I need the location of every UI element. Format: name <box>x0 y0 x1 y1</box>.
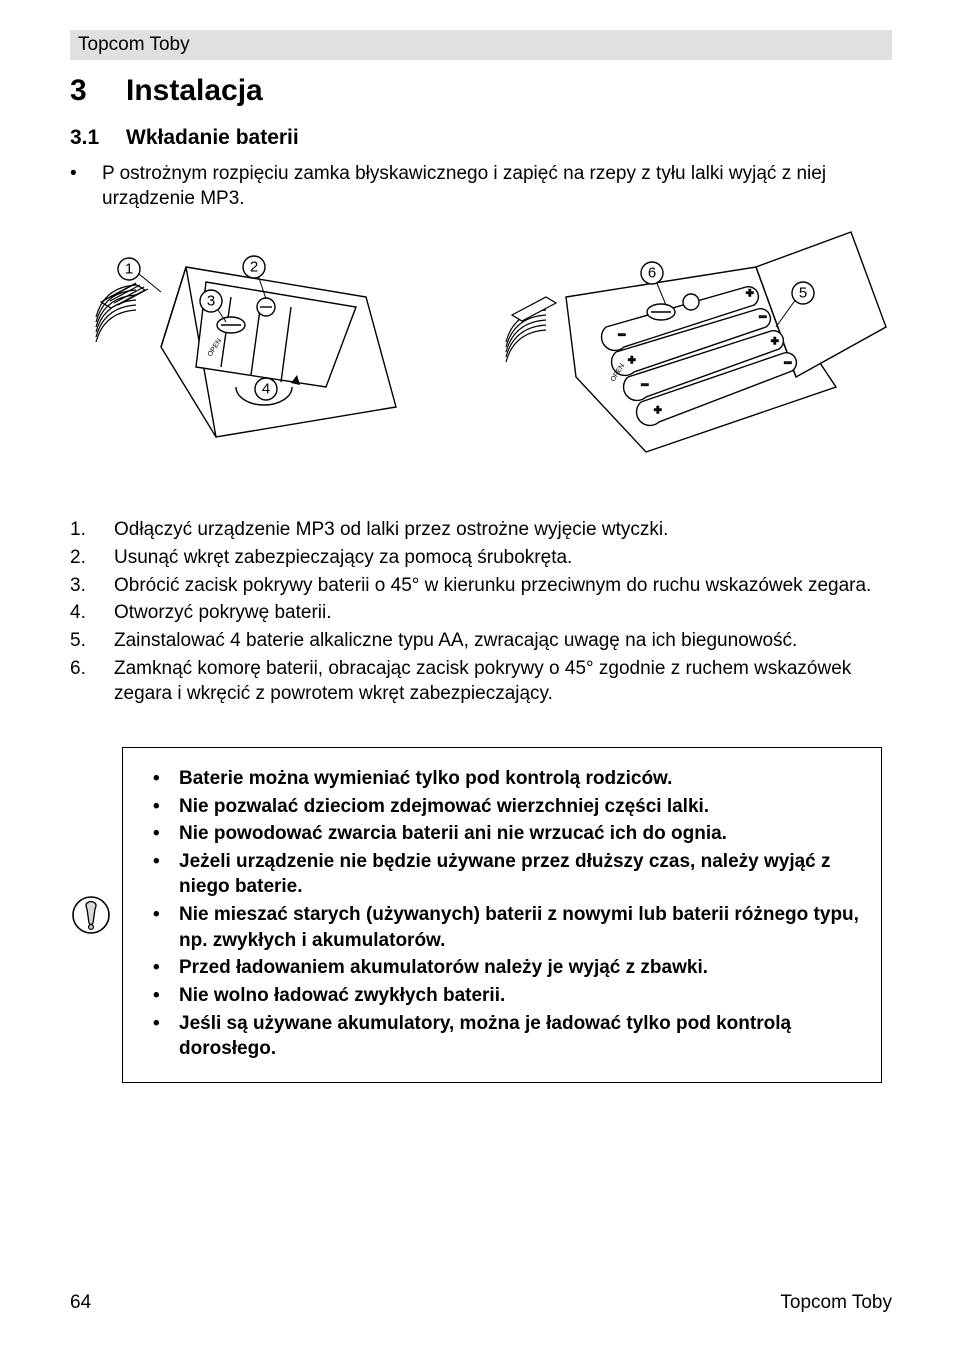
svg-text:−: − <box>759 309 767 324</box>
step-text: Usunąć wkręt zabezpieczający za pomocą ś… <box>114 545 892 571</box>
step-num: 4. <box>70 600 114 626</box>
section-title: Instalacja <box>126 74 263 107</box>
svg-text:−: − <box>641 377 649 392</box>
warning-item: •Nie wolno ładować zwykłych baterii. <box>153 983 861 1009</box>
step-num: 2. <box>70 545 114 571</box>
marker-5: 5 <box>799 285 807 302</box>
step-row: 6.Zamknąć komorę baterii, obracając zaci… <box>70 656 892 707</box>
page: Topcom Toby 3Instalacja 3.1Wkładanie bat… <box>0 0 954 1350</box>
subsection-heading: 3.1Wkładanie baterii <box>70 126 892 150</box>
warning-item: •Nie mieszać starych (używanych) baterii… <box>153 902 861 953</box>
marker-1: 1 <box>125 261 133 278</box>
marker-2: 2 <box>250 259 258 276</box>
warning-item: •Jeśli są używane akumulatory, można je … <box>153 1011 861 1062</box>
step-text: Zainstalować 4 baterie alkaliczne typu A… <box>114 628 892 654</box>
step-row: 2.Usunąć wkręt zabezpieczający za pomocą… <box>70 545 892 571</box>
header-product: Topcom Toby <box>78 34 190 55</box>
svg-text:+: + <box>771 333 779 348</box>
warning-item: •Nie powodować zwarcia baterii ani nie w… <box>153 821 861 847</box>
svg-text:−: − <box>784 355 792 370</box>
warning-list: •Baterie można wymieniać tylko pod kontr… <box>153 766 861 1062</box>
step-num: 6. <box>70 656 114 707</box>
svg-text:−: − <box>618 327 626 342</box>
footer-product: Topcom Toby <box>780 1292 892 1314</box>
warning-item: •Przed ładowaniem akumulatorów należy je… <box>153 955 861 981</box>
diagram-row: OPEN 1 2 3 4 <box>70 227 892 487</box>
marker-3: 3 <box>207 293 215 310</box>
svg-text:+: + <box>654 402 662 417</box>
step-row: 5.Zainstalować 4 baterie alkaliczne typu… <box>70 628 892 654</box>
warning-icon <box>71 895 111 935</box>
step-text: Otworzyć pokrywę baterii. <box>114 600 892 626</box>
header-bar: Topcom Toby <box>70 30 892 60</box>
svg-text:+: + <box>628 352 636 367</box>
step-row: 4.Otworzyć pokrywę baterii. <box>70 600 892 626</box>
intro-paragraph: • P ostrożnym rozpięciu zamka błyskawicz… <box>70 162 892 211</box>
subsection-title: Wkładanie baterii <box>126 126 299 149</box>
diagram-left: OPEN 1 2 3 4 <box>66 227 466 487</box>
marker-4: 4 <box>262 381 270 398</box>
section-number: 3 <box>70 74 126 108</box>
steps-list: 1.Odłączyć urządzenie MP3 od lalki przez… <box>70 517 892 706</box>
step-num: 5. <box>70 628 114 654</box>
warning-item: •Baterie można wymieniać tylko pod kontr… <box>153 766 861 792</box>
step-row: 3.Obrócić zacisk pokrywy baterii o 45° w… <box>70 573 892 599</box>
section-heading: 3Instalacja <box>70 74 892 108</box>
warning-item: •Jeżeli urządzenie nie będzie używane pr… <box>153 849 861 900</box>
warning-item: •Nie pozwalać dzieciom zdejmować wierzch… <box>153 794 861 820</box>
step-text: Obrócić zacisk pokrywy baterii o 45° w k… <box>114 573 892 599</box>
step-text: Odłączyć urządzenie MP3 od lalki przez o… <box>114 517 892 543</box>
step-num: 1. <box>70 517 114 543</box>
intro-bullet: • <box>70 162 102 211</box>
diagram-right: + − + − + − + − OPEN <box>496 227 896 487</box>
svg-text:+: + <box>746 285 754 300</box>
step-text: Zamknąć komorę baterii, obracając zacisk… <box>114 656 892 707</box>
subsection-number: 3.1 <box>70 126 126 150</box>
intro-text: P ostrożnym rozpięciu zamka błyskawiczne… <box>102 162 892 211</box>
step-row: 1.Odłączyć urządzenie MP3 od lalki przez… <box>70 517 892 543</box>
step-num: 3. <box>70 573 114 599</box>
page-number: 64 <box>70 1292 91 1314</box>
marker-6: 6 <box>648 265 656 282</box>
warning-callout: •Baterie można wymieniać tylko pod kontr… <box>122 747 882 1083</box>
page-footer: 64 Topcom Toby <box>70 1292 892 1314</box>
